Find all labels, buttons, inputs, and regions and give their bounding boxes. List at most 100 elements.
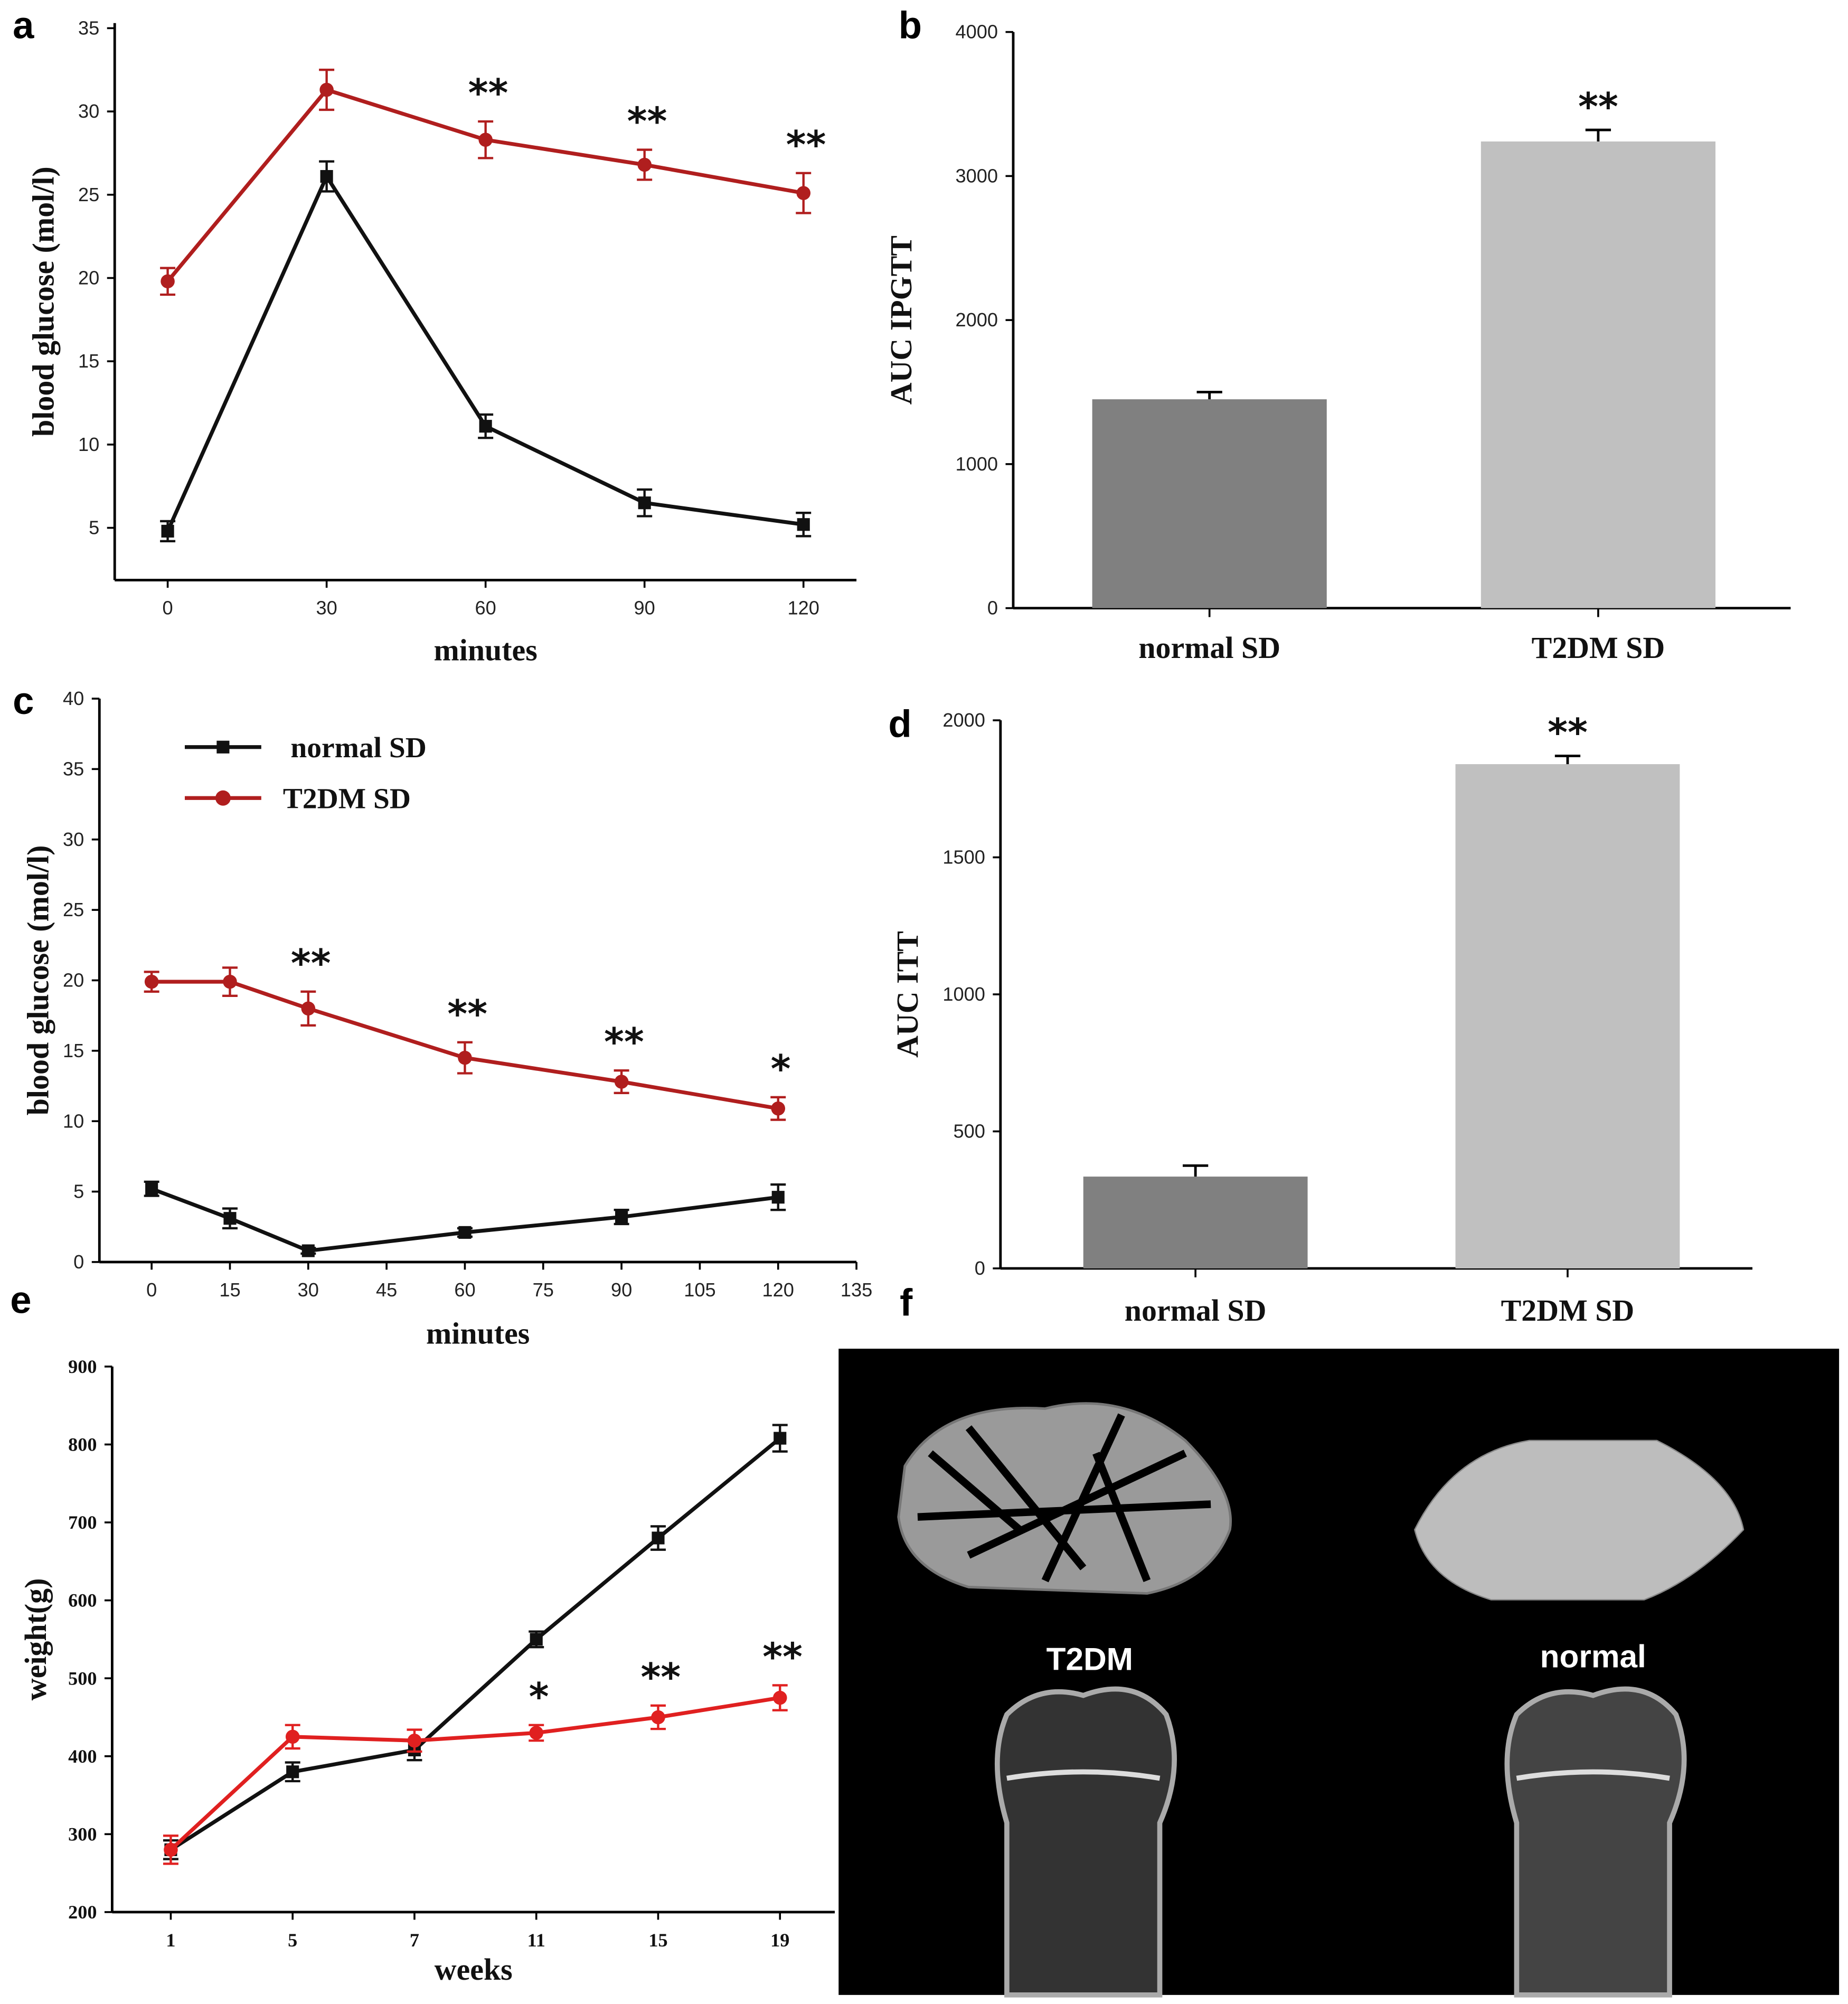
y-tick-label: 1500 [942,846,985,868]
category-label: T2DM SD [1501,1293,1635,1328]
data-point [320,170,333,183]
y-axis-label: blood glucose (mol/l) [26,166,60,437]
data-point [651,1710,665,1725]
x-axis-label: minutes [433,633,537,667]
y-tick-label: 0 [987,597,998,619]
data-point [223,974,237,989]
data-point [458,1050,472,1065]
data-point [407,1733,422,1748]
data-point [478,133,493,147]
y-tick-label: 25 [78,184,99,205]
data-point [144,974,159,989]
y-tick-label: 400 [68,1746,97,1767]
x-tick-label: 90 [634,597,655,619]
data-point [285,1729,300,1744]
data-point [771,1101,786,1116]
x-tick-label: 135 [841,1279,872,1301]
y-tick-label: 20 [63,970,84,991]
y-tick-label: 0 [975,1257,985,1279]
x-tick-label: 1 [166,1930,175,1951]
y-tick-label: 2000 [955,309,998,331]
panel-d: d 0 500 1000 1500 2000 AUC ITT normal SD T2DM SD… [888,702,1752,1328]
series-line-t2dm [152,980,779,1111]
series-line-normal [169,1436,781,1851]
category-label: T2DM SD [1532,631,1665,665]
data-point [161,274,175,289]
panel-label-e: e [10,1278,31,1321]
y-tick-label: 5 [73,1181,84,1202]
panel-a: a 5 10 15 20 25 30 35 0 30 60 90 120 blood glucose (m… [13,4,857,667]
y-tick-label: 25 [63,899,84,920]
y-tick-label: 30 [63,829,84,850]
significance-marker: * [529,1675,549,1719]
y-tick-label: 20 [78,267,99,289]
y-tick-label: 900 [68,1356,97,1377]
y-tick-label: 300 [68,1823,97,1845]
data-point [614,1075,629,1089]
significance-marker: ** [762,1635,803,1680]
series-line-normal [150,1187,779,1253]
y-tick-label: 200 [68,1902,97,1923]
y-tick-label: 35 [78,17,99,39]
y-tick-label: 600 [68,1590,97,1611]
image-label-t2dm: T2DM [1046,1641,1133,1677]
x-tick-label: 30 [316,597,337,619]
normal-trabecular-3d [1414,1440,1745,1601]
x-tick-label: 15 [648,1930,667,1951]
series-line-t2dm [166,87,804,283]
panel-label-a: a [13,4,34,47]
data-point [164,1842,178,1857]
x-tick-label: 15 [219,1279,240,1301]
y-tick-label: 500 [953,1121,985,1142]
normal-bone-section [1504,1686,1687,1998]
data-point [652,1531,665,1545]
x-tick-label: 120 [788,597,819,619]
bar-normal [1092,399,1327,608]
significance-marker: ** [468,71,508,116]
y-axis-label: AUC IPGTT [884,236,918,404]
data-point [479,420,492,433]
y-axis-label: AUC ITT [890,931,925,1058]
data-point [797,518,810,531]
y-axis-label: blood glucose (mol/l) [21,845,55,1116]
x-axis-label: minutes [426,1316,530,1350]
significance-marker: ** [1578,85,1618,129]
x-tick-label: 45 [376,1279,397,1301]
error-bar [1585,128,1611,142]
data-point [774,1432,787,1445]
y-tick-label: 40 [63,688,84,709]
category-label: normal SD [1138,631,1280,665]
data-point [223,1212,237,1225]
data-point [638,496,651,510]
legend-label: T2DM SD [283,783,411,815]
x-tick-label: 75 [533,1279,554,1301]
x-tick-label: 105 [684,1279,715,1301]
x-tick-label: 0 [163,597,173,619]
data-point [771,1191,785,1204]
significance-marker: * [771,1047,791,1092]
panel-c: c 0 5 10 15 20 25 30 35 40 0 15 30 45 60 75 90 105 120 135 b… [13,680,872,1350]
x-axis-label: weeks [435,1952,513,1987]
data-point [637,157,652,172]
data-point [529,1726,543,1740]
y-tick-label: 1000 [955,453,998,475]
y-tick-label: 35 [63,758,84,779]
data-point [796,186,810,200]
bar-normal [1083,1177,1308,1268]
x-tick-label: 120 [762,1279,794,1301]
error-bar [1183,1164,1209,1177]
x-tick-label: 90 [611,1279,632,1301]
image-label-normal: normal [1540,1639,1646,1674]
t2dm-trabecular-3d [897,1402,1232,1595]
y-tick-label: 2000 [942,709,985,731]
significance-marker: ** [786,123,826,167]
y-tick-label: 1000 [942,983,985,1005]
significance-marker: ** [627,100,667,144]
panel-label-f: f [900,1281,913,1324]
data-point [319,82,334,97]
bar-t2dm [1481,141,1715,608]
y-tick-label: 700 [68,1512,97,1533]
y-tick-label: 0 [73,1251,84,1273]
x-tick-label: 60 [454,1279,475,1301]
